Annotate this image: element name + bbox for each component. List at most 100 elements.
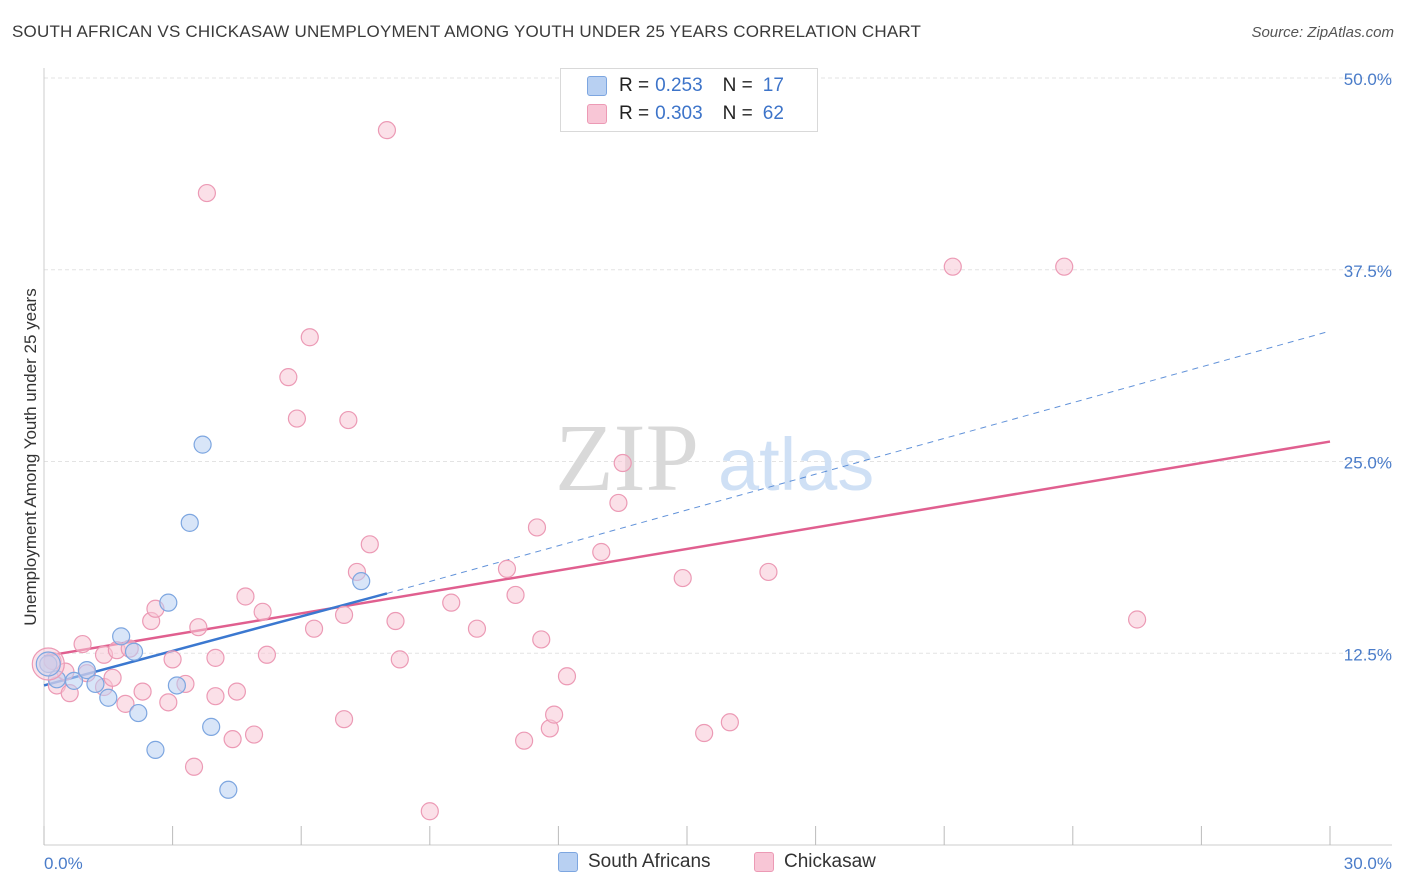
point-south-africans [146, 740, 165, 759]
point-chickasaw [442, 593, 461, 612]
point-chickasaw [532, 630, 551, 649]
legend-n-label: N = [722, 103, 753, 124]
point-chickasaw [720, 713, 739, 732]
gridlines [44, 77, 1392, 654]
point-chickasaw [386, 611, 405, 631]
point-chickasaw [515, 731, 534, 750]
source-label: Source: ZipAtlas.com [1251, 24, 1394, 41]
point-chickasaw [73, 634, 92, 654]
point-south-africans [352, 572, 371, 591]
trend-lines [43, 330, 1331, 687]
point-chickasaw [1055, 257, 1074, 276]
legend-r-value: 0.303 [655, 103, 703, 124]
point-chickasaw [527, 518, 547, 537]
point-chickasaw [116, 694, 135, 713]
y-axis-label: Unemployment Among Youth under 25 years [21, 288, 40, 625]
point-chickasaw [133, 682, 152, 701]
legend-r-label: R = [619, 103, 650, 124]
point-chickasaw [184, 757, 204, 776]
point-chickasaw [673, 568, 692, 588]
trend-line-south-africans-dashed [386, 330, 1331, 594]
point-chickasaw [360, 535, 379, 554]
point-chickasaw [227, 682, 246, 701]
point-chickasaw [506, 585, 525, 605]
bottom-legend-south-africans: South Africans [558, 851, 711, 873]
axes [43, 68, 1392, 846]
point-chickasaw [279, 368, 298, 387]
point-chickasaw [390, 650, 409, 669]
point-chickasaw [163, 650, 182, 669]
bottom-legend-label-south-africans: South Africans [588, 851, 711, 872]
point-chickasaw [467, 619, 487, 638]
x-tick-label: 30.0% [1344, 854, 1392, 873]
legend-n-value: 17 [762, 75, 784, 96]
point-chickasaw [253, 602, 272, 621]
point-chickasaw [300, 328, 319, 347]
legend-swatch-south-africans [587, 76, 607, 96]
point-chickasaw [257, 645, 277, 664]
point-south-africans [193, 435, 212, 454]
point-south-africans [167, 676, 186, 695]
data-points [31, 121, 1147, 821]
trend-line-south-africans [43, 592, 388, 687]
bottom-legend-swatch-south-africans [558, 852, 578, 872]
point-chickasaw [377, 121, 397, 140]
legend-r-value: 0.253 [655, 75, 703, 96]
legend-row-south-africans: R = 0.253 N = 17 [587, 74, 784, 98]
legend-n-value: 62 [762, 103, 784, 124]
point-south-africans [99, 688, 118, 707]
bottom-legend-label-chickasaw: Chickasaw [784, 851, 876, 872]
legend-row-chickasaw: R = 0.303 N = 62 [587, 102, 784, 126]
point-chickasaw [557, 667, 577, 686]
legend-r-label: R = [619, 75, 650, 96]
point-chickasaw [334, 605, 354, 625]
bottom-legend-swatch-chickasaw [754, 852, 774, 872]
point-chickasaw [159, 693, 178, 712]
y-tick-label: 12.5% [1344, 645, 1392, 664]
watermark-atlas: atlas [718, 423, 874, 506]
point-south-africans [124, 642, 144, 661]
point-chickasaw [497, 559, 517, 578]
point-south-africans [86, 674, 105, 694]
point-chickasaw [613, 453, 632, 473]
point-chickasaw [609, 493, 628, 513]
x-tick-label: 0.0% [44, 854, 83, 873]
bottom-legend-chickasaw: Chickasaw [754, 851, 876, 873]
point-chickasaw [236, 587, 255, 606]
watermark: ZIP atlas [555, 404, 874, 511]
point-south-africans [129, 703, 148, 723]
point-south-africans [77, 661, 96, 680]
point-chickasaw-cluster [31, 647, 65, 681]
point-south-africans [64, 671, 84, 690]
point-south-africans [180, 513, 199, 532]
point-south-africans [159, 593, 178, 612]
y-tick-label: 37.5% [1344, 262, 1392, 281]
point-south-africans [112, 627, 131, 646]
trend-line-chickasaw [43, 440, 1331, 658]
point-chickasaw [103, 668, 122, 687]
y-tick-label: 50.0% [1344, 70, 1392, 89]
y-tick-label: 25.0% [1344, 454, 1392, 473]
point-south-africans [202, 717, 221, 736]
tick-labels: 12.5% 25.0% 37.5% 50.0% 0.0% 30.0% [44, 70, 1392, 873]
point-chickasaw [759, 562, 778, 582]
legend-swatch-chickasaw [587, 104, 607, 124]
point-chickasaw [206, 648, 225, 667]
legend: R = 0.253 N = 17 R = 0.303 N = 62 [560, 68, 818, 132]
legend-n-label: N = [722, 75, 753, 96]
point-chickasaw [592, 542, 611, 562]
point-chickasaw [943, 257, 962, 276]
point-south-africans [219, 780, 238, 799]
point-chickasaw [1127, 610, 1147, 629]
point-chickasaw [287, 409, 307, 428]
point-south-africans-cluster [35, 651, 61, 677]
point-chickasaw [545, 705, 564, 724]
point-chickasaw [695, 723, 714, 743]
point-chickasaw [339, 410, 358, 430]
point-chickasaw [304, 619, 324, 638]
point-chickasaw [197, 183, 216, 203]
point-chickasaw [334, 710, 354, 729]
chart-title: SOUTH AFRICAN VS CHICKASAW UNEMPLOYMENT … [12, 22, 922, 41]
point-chickasaw [206, 687, 225, 706]
